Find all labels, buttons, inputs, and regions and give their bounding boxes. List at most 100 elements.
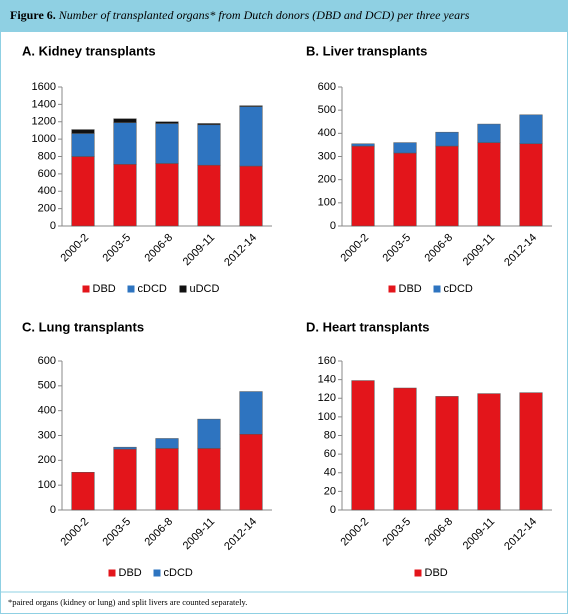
y-tick-label: 500 (318, 104, 336, 116)
y-tick-label: 160 (318, 355, 336, 367)
legend-label: cDCD (138, 283, 167, 295)
x-tick-label: 2006-8 (422, 232, 455, 265)
y-tick-label: 600 (38, 355, 56, 367)
bar (197, 448, 221, 511)
x-tick-label: 2012-14 (502, 516, 539, 553)
legend-label: DBD (399, 283, 422, 295)
chart-title: C. Lung transplants (22, 319, 144, 334)
x-tick-label: 2000-2 (58, 516, 91, 549)
x-tick-label: 2006-8 (142, 516, 175, 549)
bar (197, 124, 221, 166)
y-tick-label: 200 (38, 203, 56, 215)
y-tick-label: 0 (330, 504, 336, 516)
bar (239, 434, 263, 511)
bar (71, 472, 95, 511)
y-tick-label: 600 (38, 168, 56, 180)
y-tick-label: 60 (324, 448, 336, 460)
legend-swatch (153, 569, 161, 577)
x-tick-label: 2009-11 (181, 516, 217, 552)
y-tick-label: 500 (38, 380, 56, 392)
chart-title: D. Heart transplants (306, 319, 430, 334)
bar (239, 165, 263, 227)
x-tick-label: 2000-2 (338, 232, 371, 265)
bar (519, 143, 543, 227)
bar (197, 418, 221, 449)
bar (477, 142, 501, 227)
bar (155, 121, 179, 124)
bar (71, 133, 95, 157)
legend-label: DBD (93, 283, 116, 295)
y-tick-label: 140 (318, 374, 336, 386)
x-tick-label: 2003-5 (100, 516, 133, 549)
x-tick-label: 2012-14 (222, 232, 259, 269)
legend-swatch (127, 285, 135, 293)
bar (155, 163, 179, 227)
y-tick-label: 20 (324, 485, 336, 497)
y-tick-label: 400 (38, 405, 56, 417)
legend-swatch (388, 285, 396, 293)
y-tick-label: 0 (330, 220, 336, 232)
legend-swatch (433, 285, 441, 293)
y-tick-label: 1600 (32, 81, 56, 93)
bar (113, 118, 137, 123)
bar (155, 123, 179, 164)
figure-label: Figure 6. (10, 8, 56, 22)
x-tick-label: 2012-14 (502, 232, 539, 269)
bar (393, 142, 417, 154)
bar (239, 105, 263, 107)
figure-caption: Number of transplanted organs* from Dutc… (58, 8, 470, 22)
bar (239, 391, 263, 435)
legend-swatch (82, 285, 90, 293)
bar (71, 129, 95, 134)
bar (197, 164, 221, 227)
bar (113, 446, 137, 450)
header-bar (0, 0, 568, 32)
chart-title: B. Liver transplants (306, 43, 427, 58)
y-tick-label: 400 (38, 185, 56, 197)
bar (393, 387, 417, 511)
y-tick-label: 200 (38, 454, 56, 466)
y-tick-label: 200 (318, 174, 336, 186)
y-tick-label: 100 (318, 197, 336, 209)
legend-label: uDCD (190, 283, 220, 295)
y-tick-label: 300 (318, 150, 336, 162)
bar (113, 164, 137, 227)
y-tick-label: 1000 (32, 133, 56, 145)
x-tick-label: 2006-8 (142, 232, 175, 265)
x-tick-label: 2009-11 (461, 232, 497, 268)
bar (435, 131, 459, 147)
y-tick-label: 80 (324, 429, 336, 441)
legend-swatch (414, 569, 422, 577)
y-tick-label: 0 (50, 504, 56, 516)
legend-label: cDCD (164, 567, 193, 579)
chart-title: A. Kidney transplants (22, 43, 156, 58)
bar (477, 123, 501, 143)
bar (393, 152, 417, 227)
y-tick-label: 0 (50, 220, 56, 232)
bar (113, 122, 137, 165)
y-tick-label: 120 (318, 392, 336, 404)
bar (155, 448, 179, 511)
x-tick-label: 2003-5 (100, 232, 133, 265)
bar (477, 393, 501, 511)
legend-label: DBD (119, 567, 142, 579)
legend-swatch (179, 285, 187, 293)
bar (519, 114, 543, 145)
bar (351, 380, 375, 511)
bar (239, 106, 263, 167)
y-tick-label: 600 (318, 81, 336, 93)
bar (351, 145, 375, 227)
bar (113, 448, 137, 511)
bar (197, 123, 221, 126)
y-tick-label: 300 (38, 429, 56, 441)
y-tick-label: 1200 (32, 116, 56, 128)
x-tick-label: 2000-2 (58, 232, 91, 265)
legend-swatch (108, 569, 116, 577)
y-tick-label: 100 (318, 411, 336, 423)
x-tick-label: 2006-8 (422, 516, 455, 549)
footnote: *paired organs (kidney or lung) and spli… (8, 597, 247, 607)
bar (71, 156, 95, 227)
x-tick-label: 2003-5 (380, 516, 413, 549)
legend-label: DBD (425, 567, 448, 579)
